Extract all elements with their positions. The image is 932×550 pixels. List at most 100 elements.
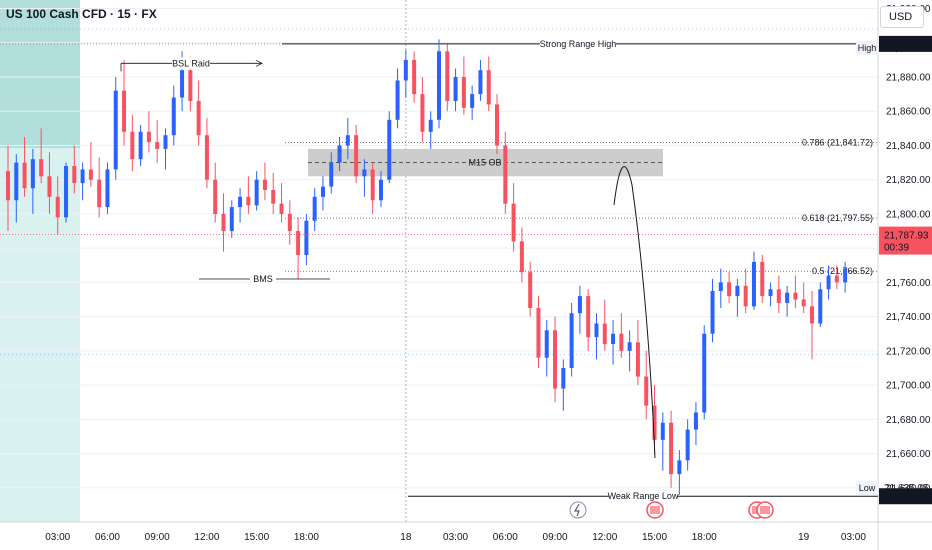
weak-low-price-tag: 21,635.05 [884,492,929,503]
candle-body [345,135,350,146]
candle-body [478,70,483,95]
candle-body [685,429,690,461]
y-tick-label: 21,820.00 [886,175,931,186]
strong-high-price-tag-bg [879,35,932,52]
candle-body [793,292,798,300]
candle-body [735,285,740,297]
candle-body [97,179,102,208]
candle-body [511,203,516,242]
candle-body [577,296,582,314]
x-tick-label: 03:00 [841,532,866,543]
candle-body [287,213,292,232]
countdown-tag: 00:39 [884,243,909,254]
candle-body [113,90,118,170]
candle-body [196,100,201,136]
candle-body [635,342,640,377]
candle-body [553,330,558,389]
strong-high-label: Strong Range High [540,39,617,49]
candle-body [768,289,773,297]
x-tick-label: 15:00 [642,532,667,543]
candle-body [602,323,607,345]
candle-body [271,189,276,204]
weak-low-label-bg [609,490,677,503]
candle-body [30,159,35,189]
candle-body [80,169,85,184]
weak-low-label: Weak Range Low [608,491,679,501]
x-tick-label: 18 [400,532,412,543]
fib-label: 0.618 (21,797.55) [802,213,873,223]
candle-body [801,299,806,307]
candle-body [146,131,151,143]
candle-body [105,169,110,208]
candle-body [826,275,831,290]
bsl-raid-label-bg [172,57,210,70]
x-tick-label: 09:00 [145,532,170,543]
candle-body [246,196,251,206]
y-tick-label: 21,680.00 [886,415,931,426]
candle-body [611,333,616,345]
candle-body [329,162,334,187]
weak-low-price-tag-bg [879,488,932,505]
x-tick-label: 15:00 [244,532,269,543]
x-tick-label: 18:00 [294,532,319,543]
us-flag-icon-flag [760,506,770,514]
candle-body [470,94,475,108]
candle-body [536,308,541,358]
currency-selector[interactable]: USD [880,6,924,28]
candle-body [163,135,168,149]
candle-body [594,323,599,338]
y-tick-label: 21,760.00 [886,278,931,289]
candle-body [743,285,748,307]
candle-body [188,70,193,101]
y-tick-label: 21,800.00 [886,209,931,220]
candle-body [14,162,19,201]
bms-label-bg [250,272,276,285]
candle-body [138,131,143,160]
candle-body [660,422,665,440]
x-tick-label: 12:00 [592,532,617,543]
candle-body [279,203,284,214]
candle-body [718,282,723,291]
y-tick-label: 21,720.00 [886,346,931,357]
candle-body [47,176,52,197]
candle-body [354,135,359,177]
candle-body [627,342,632,351]
candle-body [39,159,44,177]
fib-label: 0.786 (21,841.72) [802,138,873,148]
candle-body [710,290,715,334]
last-price-tag-bg [879,226,932,255]
candle-body [519,241,524,273]
x-tick-label: 18:00 [692,532,717,543]
bms-label: BMS [253,274,273,284]
x-tick-label: 12:00 [194,532,219,543]
x-tick-label: 19 [798,532,810,543]
y-tick-label: 21,660.00 [886,449,931,460]
y-tick-label: 21,840.00 [886,141,931,152]
candle-body [561,367,566,389]
candle-body [254,179,259,206]
candle-body [834,275,839,283]
candle-body [229,207,234,232]
candle-body [486,70,491,105]
session-shade-top [0,0,80,148]
chart-title: US 100 Cash CFD · 15 · FX [6,7,157,21]
x-tick-label: 06:00 [493,532,518,543]
candle-body [64,166,69,218]
lightning-icon-glyph [573,503,580,517]
candle-body [495,104,500,146]
candle-body [644,376,649,406]
candle-body [727,282,732,297]
candle-body [818,289,823,324]
candle-body [437,51,441,120]
fib-label: 0.5 (21,766.52) [812,266,873,276]
y-tick-label: 21,860.00 [886,107,931,118]
candle-body [760,261,765,297]
candle-body [702,333,707,413]
candle-body [155,142,160,149]
candle-body [221,213,226,232]
us-flag-icon-flag [650,506,660,514]
y-tick-label: 21,740.00 [886,312,931,323]
candle-body [213,179,218,214]
candle-body [809,306,814,324]
